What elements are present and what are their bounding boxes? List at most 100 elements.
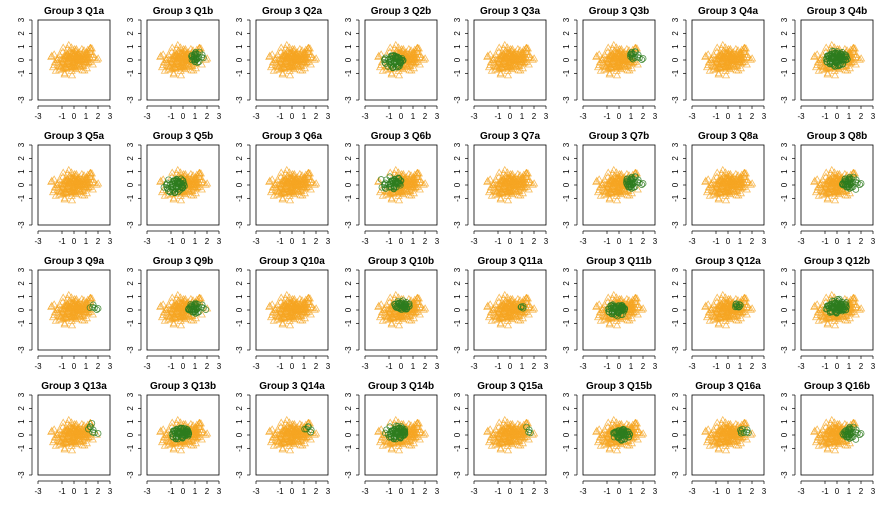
y-tick-label: 2: [126, 156, 135, 161]
triangle-point: [387, 195, 396, 203]
y-tick-label: -3: [671, 346, 680, 354]
triangle-point: [308, 178, 317, 186]
y-tick-label: 2: [126, 31, 135, 36]
triangle-point: [86, 169, 95, 177]
panel-title: Group 3 Q6b: [371, 131, 432, 142]
triangle-point: [396, 187, 405, 195]
x-tick-label: 1: [193, 237, 198, 246]
triangle-point: [710, 62, 720, 71]
x-tick-label: -3: [252, 362, 260, 371]
x-tick-label: 2: [532, 362, 537, 371]
y-tick-label: 2: [453, 281, 462, 286]
triangle-point: [285, 196, 295, 204]
triangle-point: [60, 195, 69, 203]
circle-point: [393, 55, 400, 62]
y-tick-label: 0: [671, 57, 680, 62]
triangle-point: [157, 62, 167, 71]
x-tick-label: -1: [821, 237, 829, 246]
triangle-point: [614, 62, 623, 70]
triangle-point: [489, 180, 498, 188]
y-tick-label: -1: [562, 69, 571, 77]
x-tick-label: 0: [617, 237, 622, 246]
triangle-point: [522, 169, 531, 177]
triangle-point: [291, 49, 300, 57]
x-tick-label: 3: [544, 362, 549, 371]
x-tick-label: 1: [847, 112, 852, 121]
y-tick-label: 3: [126, 267, 135, 272]
x-tick-label: 0: [508, 237, 513, 246]
triangle-point: [524, 60, 533, 68]
x-tick-label: 3: [108, 362, 113, 371]
triangle-point: [83, 177, 92, 185]
triangle-point: [823, 70, 832, 78]
y-tick-label: 2: [17, 281, 26, 286]
triangle-point: [421, 54, 430, 62]
triangle-point: [79, 52, 88, 60]
triangle-point: [709, 50, 718, 58]
x-tick-label: -3: [688, 362, 696, 371]
triangle-point: [618, 49, 627, 57]
triangle-point: [483, 52, 492, 60]
triangle-point: [53, 180, 62, 188]
triangle-point: [616, 60, 626, 68]
triangle-point: [406, 177, 415, 185]
triangle-point: [289, 60, 299, 68]
triangle-point: [509, 174, 518, 182]
x-tick-label: -3: [470, 112, 478, 121]
circle-point: [198, 53, 205, 61]
y-tick-label: -3: [671, 221, 680, 229]
x-tick-label: 2: [423, 362, 428, 371]
triangle-point: [56, 187, 66, 196]
triangle-point: [182, 174, 191, 182]
triangle-point: [713, 43, 722, 51]
y-tick-label: 0: [126, 307, 135, 312]
triangle-point: [417, 178, 426, 186]
triangle-point: [83, 52, 92, 60]
y-tick-label: 0: [344, 182, 353, 187]
triangle-point: [740, 44, 749, 52]
triangle-point: [714, 58, 723, 66]
y-tick-label: 3: [671, 142, 680, 147]
triangle-point: [184, 184, 193, 192]
circle-point: [857, 180, 865, 187]
triangle-point: [733, 52, 742, 60]
triangle-point: [266, 62, 276, 71]
x-tick-label: 1: [302, 112, 307, 121]
x-tick-label: 1: [193, 362, 198, 371]
x-tick-label: 2: [641, 362, 646, 371]
triangle-point: [68, 63, 78, 71]
y-tick-label: -1: [235, 319, 244, 327]
plot-frame: [364, 144, 438, 226]
triangle-point: [729, 54, 738, 62]
circle-point: [829, 55, 836, 62]
y-tick-label: 3: [235, 17, 244, 22]
triangle-point: [169, 195, 178, 203]
x-tick-label: 3: [762, 112, 767, 121]
y-tick-label: 0: [17, 182, 26, 187]
triangle-point: [612, 196, 622, 204]
y-tick-label: -1: [562, 319, 571, 327]
x-tick-label: 3: [653, 112, 658, 121]
triangle-point: [496, 176, 506, 184]
triangle-point: [203, 179, 212, 187]
triangle-point: [605, 176, 615, 184]
triangle-point: [293, 54, 302, 62]
triangle-point: [487, 191, 496, 199]
x-tick-label: 1: [629, 362, 634, 371]
triangle-point: [48, 187, 58, 196]
x-tick-label: -1: [167, 362, 175, 371]
y-tick-label: 2: [671, 31, 680, 36]
triangle-point: [88, 52, 97, 61]
y-tick-label: 1: [17, 44, 26, 49]
x-tick-label: 2: [423, 112, 428, 121]
triangle-point: [400, 174, 409, 182]
x-tick-label: 1: [84, 237, 89, 246]
triangle-point: [487, 66, 496, 74]
triangle-point: [310, 180, 319, 188]
x-tick-label: 2: [423, 237, 428, 246]
y-tick-label: 1: [453, 44, 462, 49]
triangle-point: [75, 54, 84, 62]
triangle-point: [502, 52, 511, 60]
x-tick-label: 2: [859, 112, 864, 121]
